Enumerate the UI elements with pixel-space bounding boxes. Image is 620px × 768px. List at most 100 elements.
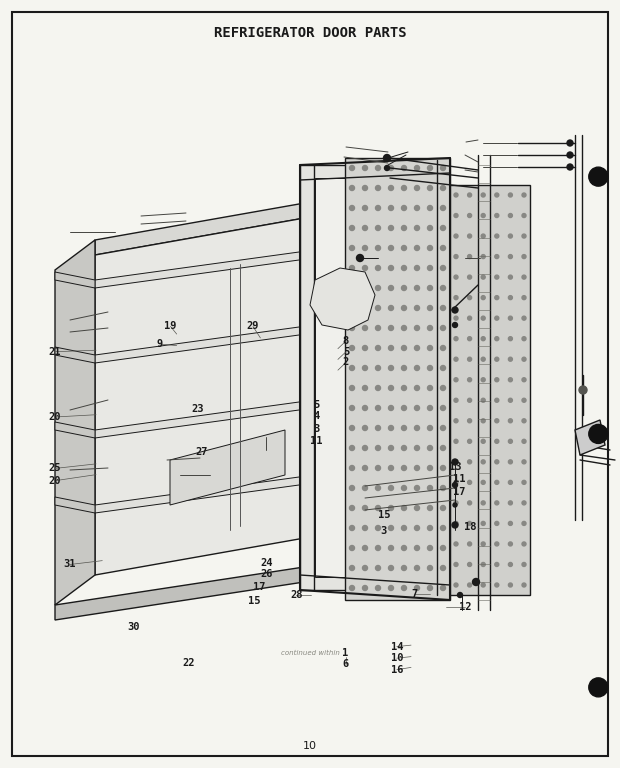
Circle shape xyxy=(415,545,420,551)
Circle shape xyxy=(389,406,394,411)
Circle shape xyxy=(428,485,433,491)
Circle shape xyxy=(495,234,499,238)
Circle shape xyxy=(454,399,458,402)
Circle shape xyxy=(495,583,499,587)
Circle shape xyxy=(522,501,526,505)
Circle shape xyxy=(389,165,394,170)
Circle shape xyxy=(376,266,381,270)
Circle shape xyxy=(467,214,472,217)
Text: 17: 17 xyxy=(253,581,265,592)
Circle shape xyxy=(454,234,458,238)
Circle shape xyxy=(453,503,457,507)
Circle shape xyxy=(522,521,526,525)
Circle shape xyxy=(508,336,512,341)
Circle shape xyxy=(481,439,485,443)
Text: 24: 24 xyxy=(260,558,273,568)
Circle shape xyxy=(389,485,394,491)
Circle shape xyxy=(495,296,499,300)
Circle shape xyxy=(389,545,394,551)
Circle shape xyxy=(454,357,458,361)
Circle shape xyxy=(440,386,446,390)
Circle shape xyxy=(363,266,368,270)
Polygon shape xyxy=(55,422,95,438)
Text: 9: 9 xyxy=(157,339,163,349)
Polygon shape xyxy=(55,560,350,620)
Circle shape xyxy=(508,214,512,217)
Text: 30: 30 xyxy=(128,621,140,632)
Circle shape xyxy=(415,525,420,531)
Circle shape xyxy=(376,525,381,531)
Text: 5: 5 xyxy=(313,399,319,410)
Circle shape xyxy=(402,465,407,471)
Circle shape xyxy=(376,505,381,511)
Circle shape xyxy=(567,164,573,170)
Circle shape xyxy=(428,206,433,210)
Circle shape xyxy=(467,501,472,505)
Circle shape xyxy=(522,357,526,361)
Circle shape xyxy=(522,562,526,567)
Circle shape xyxy=(350,485,355,491)
Circle shape xyxy=(454,316,458,320)
Polygon shape xyxy=(95,210,350,575)
Circle shape xyxy=(522,460,526,464)
Circle shape xyxy=(508,542,512,546)
Circle shape xyxy=(508,439,512,443)
Circle shape xyxy=(467,583,472,587)
Text: 29: 29 xyxy=(247,321,259,332)
Circle shape xyxy=(415,565,420,571)
Circle shape xyxy=(452,459,458,465)
Circle shape xyxy=(389,246,394,250)
Circle shape xyxy=(508,254,512,259)
Circle shape xyxy=(481,378,485,382)
Text: 25: 25 xyxy=(48,463,61,474)
Circle shape xyxy=(376,465,381,471)
Circle shape xyxy=(376,445,381,451)
Circle shape xyxy=(522,399,526,402)
Text: 19: 19 xyxy=(164,321,177,332)
Circle shape xyxy=(522,439,526,443)
Circle shape xyxy=(428,406,433,411)
Circle shape xyxy=(389,326,394,330)
Circle shape xyxy=(363,165,368,170)
Circle shape xyxy=(467,480,472,485)
Circle shape xyxy=(363,505,368,511)
Text: 10: 10 xyxy=(303,741,317,751)
Circle shape xyxy=(440,445,446,451)
Circle shape xyxy=(440,545,446,551)
Circle shape xyxy=(402,206,407,210)
Circle shape xyxy=(508,583,512,587)
Text: 22: 22 xyxy=(183,657,195,668)
Circle shape xyxy=(415,445,420,451)
Circle shape xyxy=(495,336,499,341)
Circle shape xyxy=(467,254,472,259)
Circle shape xyxy=(467,234,472,238)
Circle shape xyxy=(589,425,608,443)
Circle shape xyxy=(428,525,433,531)
Circle shape xyxy=(454,583,458,587)
Polygon shape xyxy=(55,240,95,605)
Circle shape xyxy=(522,419,526,423)
Circle shape xyxy=(522,296,526,300)
Circle shape xyxy=(402,505,407,511)
Circle shape xyxy=(440,425,446,431)
Circle shape xyxy=(428,505,433,511)
Circle shape xyxy=(481,254,485,259)
Circle shape xyxy=(508,562,512,567)
Circle shape xyxy=(467,296,472,300)
Circle shape xyxy=(415,406,420,411)
Circle shape xyxy=(495,501,499,505)
Circle shape xyxy=(350,346,355,350)
Circle shape xyxy=(389,465,394,471)
Text: 7: 7 xyxy=(411,589,417,600)
Circle shape xyxy=(495,460,499,464)
Circle shape xyxy=(363,406,368,411)
Circle shape xyxy=(522,193,526,197)
Circle shape xyxy=(440,565,446,571)
Circle shape xyxy=(389,525,394,531)
Circle shape xyxy=(481,296,485,300)
Circle shape xyxy=(415,346,420,350)
Circle shape xyxy=(350,366,355,370)
Circle shape xyxy=(467,357,472,361)
Circle shape xyxy=(454,214,458,217)
Circle shape xyxy=(481,583,485,587)
